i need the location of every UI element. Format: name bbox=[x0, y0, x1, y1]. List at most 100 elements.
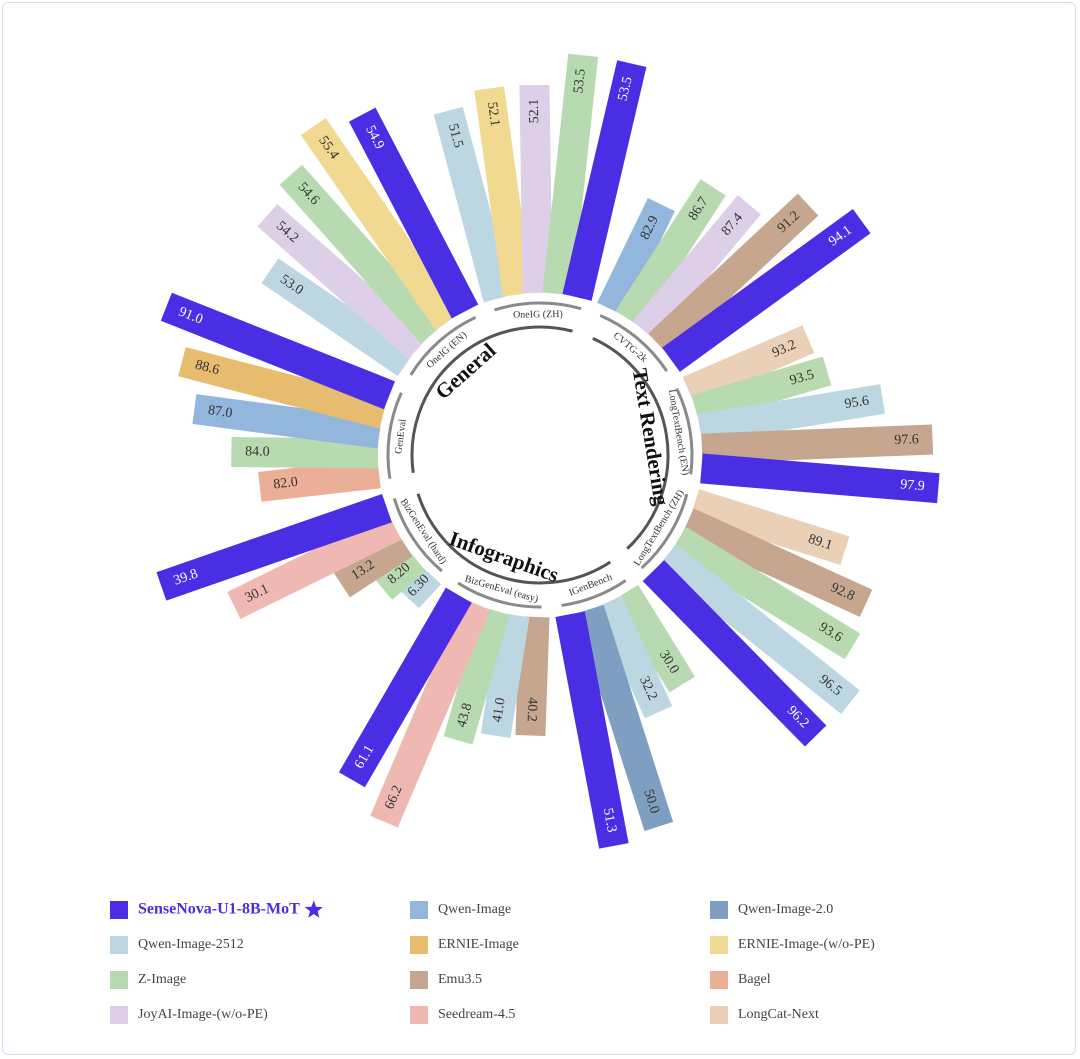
legend-swatch bbox=[110, 1006, 128, 1024]
value-label: 52.1 bbox=[527, 99, 542, 124]
bar bbox=[227, 512, 402, 619]
legend-swatch bbox=[710, 901, 728, 919]
bar bbox=[443, 606, 510, 745]
legend-label: Seedream-4.5 bbox=[438, 1007, 515, 1022]
bar bbox=[697, 384, 886, 444]
benchmark-arc bbox=[392, 498, 443, 573]
bar bbox=[372, 548, 427, 600]
benchmark-arc bbox=[561, 579, 627, 607]
legend-swatch bbox=[410, 936, 428, 954]
legend-label: Emu3.5 bbox=[438, 972, 482, 987]
benchmark-label: IGenBench bbox=[567, 572, 613, 599]
bar bbox=[480, 612, 530, 739]
bar bbox=[279, 164, 444, 344]
legend-label: Bagel bbox=[738, 972, 771, 987]
group-arc bbox=[416, 493, 612, 585]
value-label: 87.0 bbox=[207, 403, 233, 421]
value-label: 97.9 bbox=[900, 477, 926, 494]
benchmark-arc bbox=[386, 392, 403, 480]
value-label: 97.6 bbox=[894, 432, 919, 448]
legend-swatch bbox=[710, 936, 728, 954]
benchmark-label: OneIG (ZH) bbox=[513, 309, 563, 321]
bar bbox=[156, 493, 392, 601]
benchmark-label: LongTextBench (EN) bbox=[666, 389, 691, 476]
bar bbox=[657, 544, 860, 714]
value-label: 41.0 bbox=[490, 697, 509, 724]
bar bbox=[178, 347, 388, 429]
legend-label: SenseNova-U1-8B-MoT bbox=[138, 901, 300, 918]
legend-swatch bbox=[410, 1006, 428, 1024]
bar bbox=[258, 458, 381, 502]
bar bbox=[474, 86, 533, 297]
bar bbox=[682, 325, 815, 405]
legend-label: Qwen-Image-2512 bbox=[138, 937, 244, 952]
value-label: 53.5 bbox=[571, 68, 589, 94]
value-label: 93.5 bbox=[788, 367, 816, 388]
bar bbox=[519, 84, 553, 294]
bar bbox=[542, 53, 599, 296]
legend-swatch bbox=[410, 901, 428, 919]
bar bbox=[681, 508, 873, 617]
value-label: 50.0 bbox=[640, 788, 662, 816]
bar bbox=[648, 193, 819, 356]
legend-star bbox=[304, 900, 323, 918]
benchmark-arc bbox=[409, 315, 477, 376]
bar bbox=[301, 118, 461, 331]
bar bbox=[700, 453, 940, 504]
benchmark-arc bbox=[457, 581, 542, 609]
bar bbox=[160, 292, 395, 410]
bar bbox=[348, 107, 479, 319]
bar bbox=[662, 208, 871, 372]
bar bbox=[632, 195, 761, 341]
legend-label: JoyAI-Image-(w/o-PE) bbox=[138, 1007, 268, 1022]
bar bbox=[261, 258, 415, 377]
bar bbox=[615, 179, 726, 328]
value-label: 88.6 bbox=[193, 358, 220, 379]
value-label: 53.5 bbox=[616, 75, 636, 102]
legend-label: ERNIE-Image bbox=[438, 937, 519, 952]
bar bbox=[701, 424, 934, 464]
bar bbox=[690, 489, 850, 565]
legend-swatch bbox=[710, 1006, 728, 1024]
legend-label: ERNIE-Image-(w/o-PE) bbox=[738, 937, 875, 952]
legend-swatch bbox=[410, 971, 428, 989]
legend-swatch bbox=[710, 971, 728, 989]
bar bbox=[575, 604, 674, 832]
value-label: 82.0 bbox=[273, 475, 299, 493]
legend-label: LongCat-Next bbox=[738, 1007, 819, 1022]
bar bbox=[562, 60, 647, 301]
legend-label: Z-Image bbox=[138, 972, 186, 987]
bar bbox=[642, 560, 827, 747]
benchmark-label: CVTG-2k bbox=[611, 330, 649, 364]
bar bbox=[670, 526, 861, 660]
bar bbox=[338, 587, 472, 788]
legend-swatch bbox=[110, 901, 128, 919]
bar bbox=[333, 531, 413, 598]
legend-label: Qwen-Image bbox=[438, 902, 511, 917]
value-label: 95.6 bbox=[844, 393, 871, 412]
group-arc bbox=[410, 325, 573, 474]
group-arc bbox=[592, 337, 670, 550]
bar bbox=[555, 611, 629, 849]
bar bbox=[433, 106, 513, 303]
bar bbox=[370, 598, 491, 828]
bar bbox=[396, 563, 442, 609]
value-label: 84.0 bbox=[245, 444, 270, 459]
value-label: 51.5 bbox=[445, 122, 466, 150]
benchmark-arc bbox=[675, 388, 694, 475]
benchmark-label: GenEval bbox=[393, 418, 409, 454]
bar bbox=[691, 356, 832, 424]
bar bbox=[612, 584, 696, 693]
value-label: 89.1 bbox=[806, 532, 834, 554]
bar bbox=[231, 437, 379, 469]
legend-swatch bbox=[110, 936, 128, 954]
legend-label: Qwen-Image-2.0 bbox=[738, 902, 833, 917]
benchmark-arc bbox=[640, 493, 689, 570]
benchmark-arc bbox=[494, 301, 582, 312]
bar bbox=[594, 595, 673, 719]
value-label: 40.2 bbox=[524, 697, 540, 722]
legend-swatch bbox=[110, 971, 128, 989]
